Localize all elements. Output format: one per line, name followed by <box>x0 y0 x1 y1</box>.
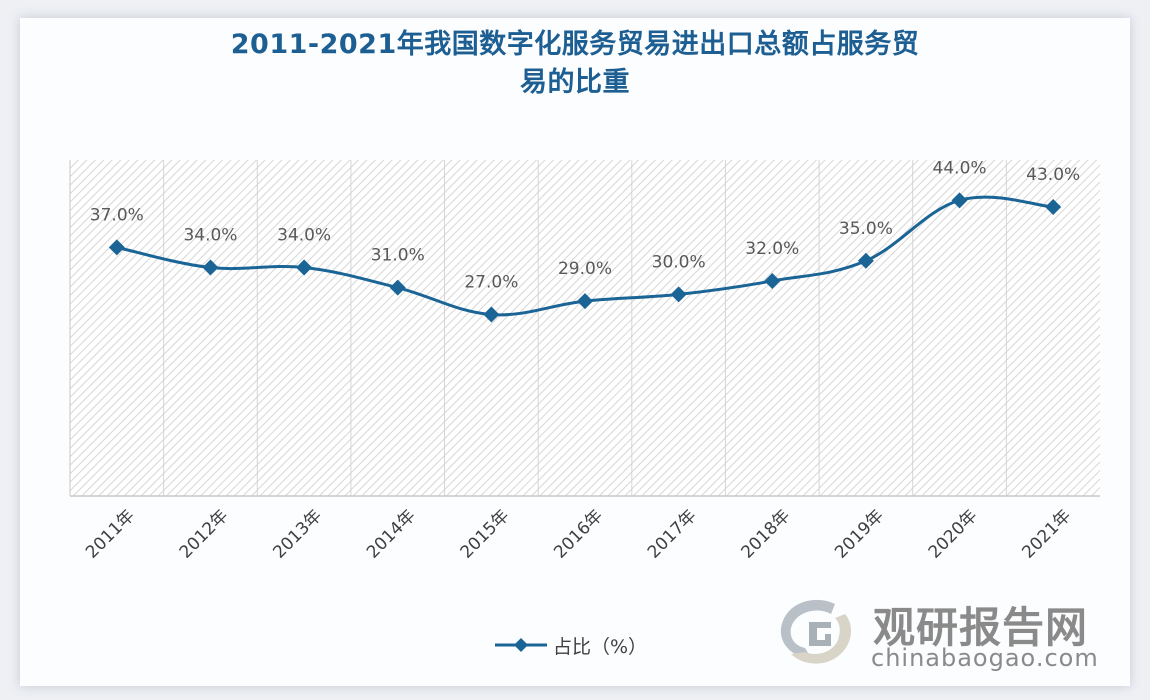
diamond-marker-icon <box>389 279 406 296</box>
data-markers <box>108 192 1062 323</box>
chart-title: 2011-2021年我国数字化服务贸易进出口总额占服务贸 易的比重 <box>0 26 1150 102</box>
watermark-logo-icon <box>780 599 851 664</box>
x-axis-tick-labels: 2011年 2012年 2013年 2014年 2015年 2016年 2017年 2018年… <box>82 506 1075 563</box>
data-label: 31.0% <box>371 246 425 266</box>
x-tick-label: 2012年 <box>176 506 233 563</box>
data-labels: 37.0% 34.0% 34.0% 31.0% 27.0% 29.0% 30.0% 32.0%… <box>90 158 1080 292</box>
diamond-marker-icon <box>857 252 874 269</box>
legend: 占比（%） <box>495 630 647 660</box>
diamond-marker-icon <box>202 259 219 276</box>
data-label: 30.0% <box>652 252 706 272</box>
x-tick-label: 2019年 <box>831 506 888 563</box>
x-tick-label: 2017年 <box>644 506 701 563</box>
data-label: 34.0% <box>183 226 237 246</box>
x-tick-label: 2014年 <box>363 506 420 563</box>
legend-label: 占比（%） <box>553 635 648 658</box>
x-tick-label: 2015年 <box>457 506 514 563</box>
data-label: 34.0% <box>277 226 331 246</box>
x-tick-label: 2020年 <box>925 506 982 563</box>
data-label: 43.0% <box>1026 165 1080 185</box>
chart-title-line-1: 2011-2021年我国数字化服务贸易进出口总额占服务贸 <box>230 29 920 60</box>
watermark-cn-text: 观研报告网 <box>873 603 1089 652</box>
data-label: 35.0% <box>839 219 893 239</box>
gridlines <box>163 160 1007 496</box>
chart-title-line-2: 易的比重 <box>520 67 630 98</box>
data-label: 29.0% <box>558 259 612 279</box>
diamond-marker-icon <box>1045 199 1062 216</box>
x-tick-label: 2011年 <box>82 506 139 563</box>
data-label: 44.0% <box>933 158 987 178</box>
diamond-marker-icon <box>764 272 781 289</box>
x-tick-label: 2021年 <box>1018 506 1075 563</box>
data-label: 27.0% <box>464 273 518 293</box>
legend-line-diamond-icon <box>495 638 547 652</box>
watermark: 观研报告网 chinabaogao.com <box>775 592 1115 672</box>
diamond-marker-icon <box>670 286 687 303</box>
diamond-marker-icon <box>577 293 593 310</box>
x-tick-label: 2013年 <box>269 506 326 563</box>
diamond-marker-icon <box>483 306 500 323</box>
data-label: 32.0% <box>745 239 799 259</box>
diamond-marker-icon <box>296 259 313 276</box>
data-label: 37.0% <box>90 205 144 225</box>
watermark-en-text: chinabaogao.com <box>871 644 1099 672</box>
plot-area <box>70 160 1100 496</box>
diamond-marker-icon <box>951 192 968 209</box>
diamond-marker-icon <box>108 239 125 256</box>
x-tick-label: 2016年 <box>550 506 607 563</box>
x-tick-label: 2018年 <box>738 506 795 563</box>
